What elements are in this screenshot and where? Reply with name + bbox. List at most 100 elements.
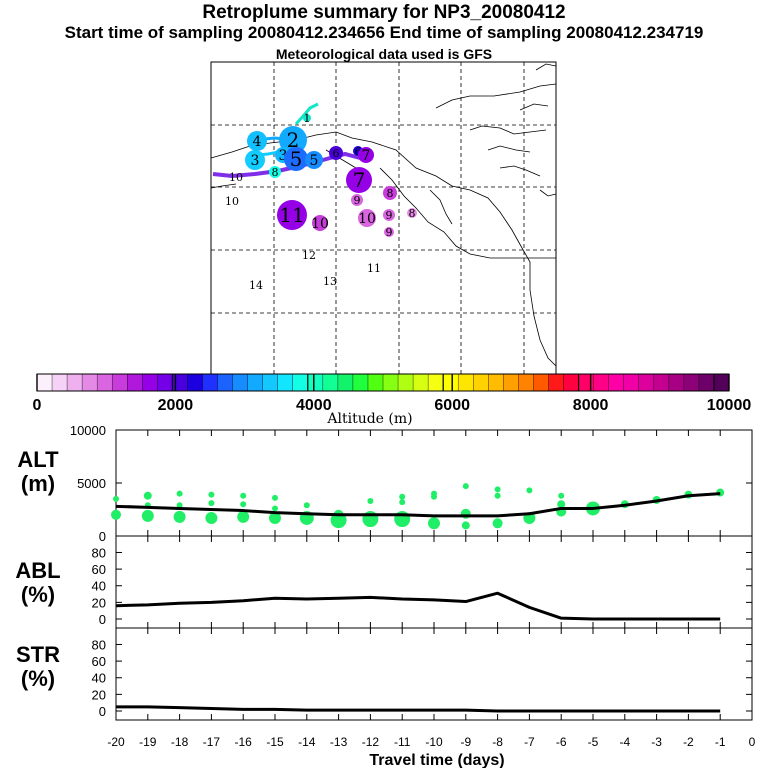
colorbar-label: Altitude (m): [326, 411, 412, 427]
x-tick-label: -15: [266, 735, 284, 749]
y-tick-label: 10000: [70, 423, 106, 438]
y-tick-label: 60: [92, 562, 106, 577]
altitude-point: [494, 492, 501, 499]
altitude-colorbar: 0 2000 4000 6000 8000 10000: [33, 373, 752, 414]
marker-day-label: 6: [333, 147, 340, 160]
colorbar-swatch: [533, 374, 549, 391]
marker-day-label: 1: [304, 112, 311, 125]
x-axis-title: Travel time (days): [369, 752, 504, 768]
colorbar-swatch: [187, 374, 203, 391]
trajectory-path-start: [294, 102, 319, 126]
x-tick-label: -10: [425, 735, 443, 749]
trajectory-marker: [277, 200, 307, 230]
colorbar-tick-label: 8000: [573, 397, 609, 414]
colorbar-swatch: [202, 374, 219, 391]
x-tick-label: -3: [651, 735, 662, 749]
colorbar-swatch: [428, 374, 444, 391]
marker-day-label: 10: [358, 211, 376, 227]
altitude-point: [461, 521, 470, 530]
colorbar-swatch: [52, 374, 68, 391]
altitude-point: [113, 495, 119, 502]
marker-day-label: 8: [409, 207, 416, 220]
panel-ylabel: ALT: [17, 447, 59, 472]
colorbar-swatch: [683, 374, 700, 391]
marker-day-label: 3: [279, 148, 288, 164]
y-tick-label: 20: [92, 595, 106, 610]
x-tick-label: -12: [362, 735, 380, 749]
marker-day-label: 9: [354, 194, 361, 207]
colorbar-swatch: [668, 374, 685, 391]
colorbar-swatch: [518, 374, 534, 391]
colorbar-swatch: [608, 374, 625, 391]
trajectory-marker: [303, 114, 311, 122]
trajectory-marker: [358, 147, 374, 163]
colorbar-swatch: [578, 374, 595, 391]
marker-day-label: 8: [272, 166, 279, 179]
colorbar-swatch: [383, 374, 399, 391]
marker-day-label: 2: [287, 128, 300, 152]
colorbar-tick-label: 2000: [158, 397, 194, 414]
colorbar-swatch: [713, 374, 730, 391]
altitude-point: [176, 490, 183, 497]
colorbar-swatch: [638, 374, 655, 391]
colorbar-swatch: [503, 374, 519, 391]
trajectory-marker: [279, 126, 307, 154]
colorbar-swatch: [82, 374, 98, 391]
colorbar-swatch: [217, 374, 234, 391]
panel-ylabel: (%): [21, 582, 55, 607]
colorbar-swatch: [37, 374, 53, 391]
colorbar-tick-label: 6000: [434, 397, 470, 414]
marker-day-label: 5: [310, 153, 319, 169]
colorbar-swatch: [292, 374, 309, 391]
trajectory-marker: [346, 167, 372, 193]
colorbar-swatch: [262, 374, 279, 391]
y-tick-label: 0: [99, 612, 106, 627]
trajectory-marker: [384, 227, 394, 237]
altitude-point: [208, 491, 215, 498]
x-tick-label: -16: [235, 735, 253, 749]
chart-title: Retroplume summary for NP3_20080412: [202, 2, 566, 23]
altitude-point: [141, 509, 154, 522]
altitude-point: [494, 486, 501, 493]
x-tick-label: -18: [171, 735, 189, 749]
altitude-point: [176, 502, 183, 509]
colorbar-tick-label: 0: [33, 397, 42, 414]
colorbar-swatch: [157, 374, 173, 391]
colorbar-swatch: [307, 374, 324, 391]
trajectory-marker: [407, 208, 417, 218]
colorbar-swatch: [277, 374, 294, 391]
panel-1: ALT(m) 10000 5000 0: [17, 423, 753, 544]
marker-day-label: 4: [253, 134, 262, 150]
panel-ylabel: (%): [21, 666, 55, 691]
colorbar-swatch: [413, 374, 429, 391]
x-tick-label: -17: [203, 735, 221, 749]
series-line: [115, 591, 721, 621]
colorbar-swatch: [653, 374, 670, 391]
y-tick-label: 5000: [77, 476, 106, 491]
trajectory-marker: [245, 150, 265, 170]
x-tick-label: -8: [492, 735, 503, 749]
sampling-times: Start time of sampling 20080412.234656 E…: [64, 23, 704, 42]
altitude-point: [272, 494, 278, 501]
marker-day-label: 9: [386, 209, 393, 222]
colorbar-tick-label: 10000: [707, 397, 752, 414]
marker-day-label: 12: [302, 249, 316, 262]
trajectory-marker: [383, 209, 395, 221]
altitude-point: [205, 511, 218, 524]
x-tick-label: 0: [749, 735, 756, 749]
colorbar-swatch: [443, 374, 459, 391]
altitude-point: [462, 483, 469, 490]
y-tick-label: 20: [92, 687, 106, 702]
panel-ylabel: (m): [21, 471, 55, 496]
series-line: [116, 705, 721, 713]
trajectory-marker: [284, 147, 308, 171]
y-tick-label: 80: [92, 545, 106, 560]
altitude-point: [428, 517, 440, 530]
colorbar-swatch: [548, 374, 565, 391]
altitude-point: [143, 491, 152, 500]
colorbar-swatch: [247, 374, 264, 391]
x-tick-label: -5: [588, 735, 599, 749]
